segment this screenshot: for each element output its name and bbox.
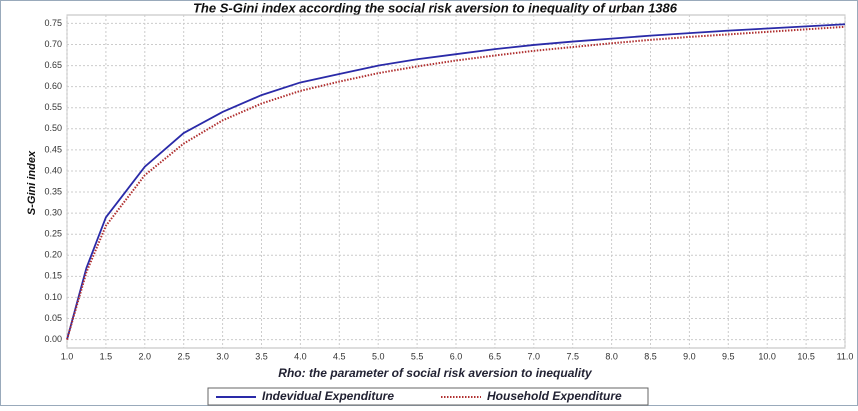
x-tick-label: 10.0: [758, 351, 776, 361]
x-tick-label: 3.5: [255, 351, 268, 361]
y-tick-label: 0.10: [44, 292, 62, 302]
x-tick-label: 7.0: [528, 351, 541, 361]
y-tick-label: 0.35: [44, 186, 62, 196]
x-tick-label: 4.0: [294, 351, 307, 361]
y-tick-label: 0.45: [44, 144, 62, 154]
x-tick-label: 8.0: [605, 351, 618, 361]
x-tick-label: 4.5: [333, 351, 346, 361]
y-tick-label: 0.55: [44, 102, 62, 112]
x-tick-label: 5.0: [372, 351, 385, 361]
x-tick-label: 8.5: [644, 351, 657, 361]
legend-box: [207, 387, 649, 406]
x-tick-label: 1.0: [61, 351, 74, 361]
x-tick-label: 2.5: [177, 351, 190, 361]
x-tick-label: 6.0: [450, 351, 463, 361]
y-tick-label: 0.65: [44, 60, 62, 70]
y-tick-label: 0.05: [44, 313, 62, 323]
y-tick-label: 0.60: [44, 81, 62, 91]
x-tick-label: 9.5: [722, 351, 735, 361]
y-tick-label: 0.70: [44, 39, 62, 49]
x-tick-label: 6.5: [489, 351, 502, 361]
x-tick-label: 11.0: [837, 351, 854, 361]
y-axis-label: S-Gini index: [26, 150, 38, 215]
x-tick-label: 9.0: [683, 351, 696, 361]
x-tick-label: 5.5: [411, 351, 424, 361]
series-line: [66, 25, 846, 340]
y-tick-label: 0.30: [44, 207, 62, 217]
x-tick-label: 1.5: [100, 351, 113, 361]
chart-title: The S-Gini index according the social ri…: [193, 0, 678, 15]
x-tick-label: 7.5: [566, 351, 579, 361]
y-tick-label: 0.40: [44, 165, 62, 175]
y-tick-label: 0.25: [44, 229, 62, 239]
y-tick-label: 0.00: [44, 334, 62, 344]
y-tick-label: 0.50: [44, 123, 62, 133]
y-tick-label: 0.20: [44, 250, 62, 260]
legend-label: Indevidual Expenditure: [262, 389, 394, 403]
y-tick-label: 0.15: [44, 271, 62, 281]
series-line: [66, 23, 846, 340]
x-tick-label: 2.0: [139, 351, 152, 361]
x-tick-label: 10.5: [797, 351, 815, 361]
y-tick-label: 0.75: [44, 18, 62, 28]
x-tick-label: 3.0: [216, 351, 229, 361]
legend-label: Household Expenditure: [487, 389, 622, 403]
x-axis-label: Rho: the parameter of social risk aversi…: [278, 366, 593, 380]
